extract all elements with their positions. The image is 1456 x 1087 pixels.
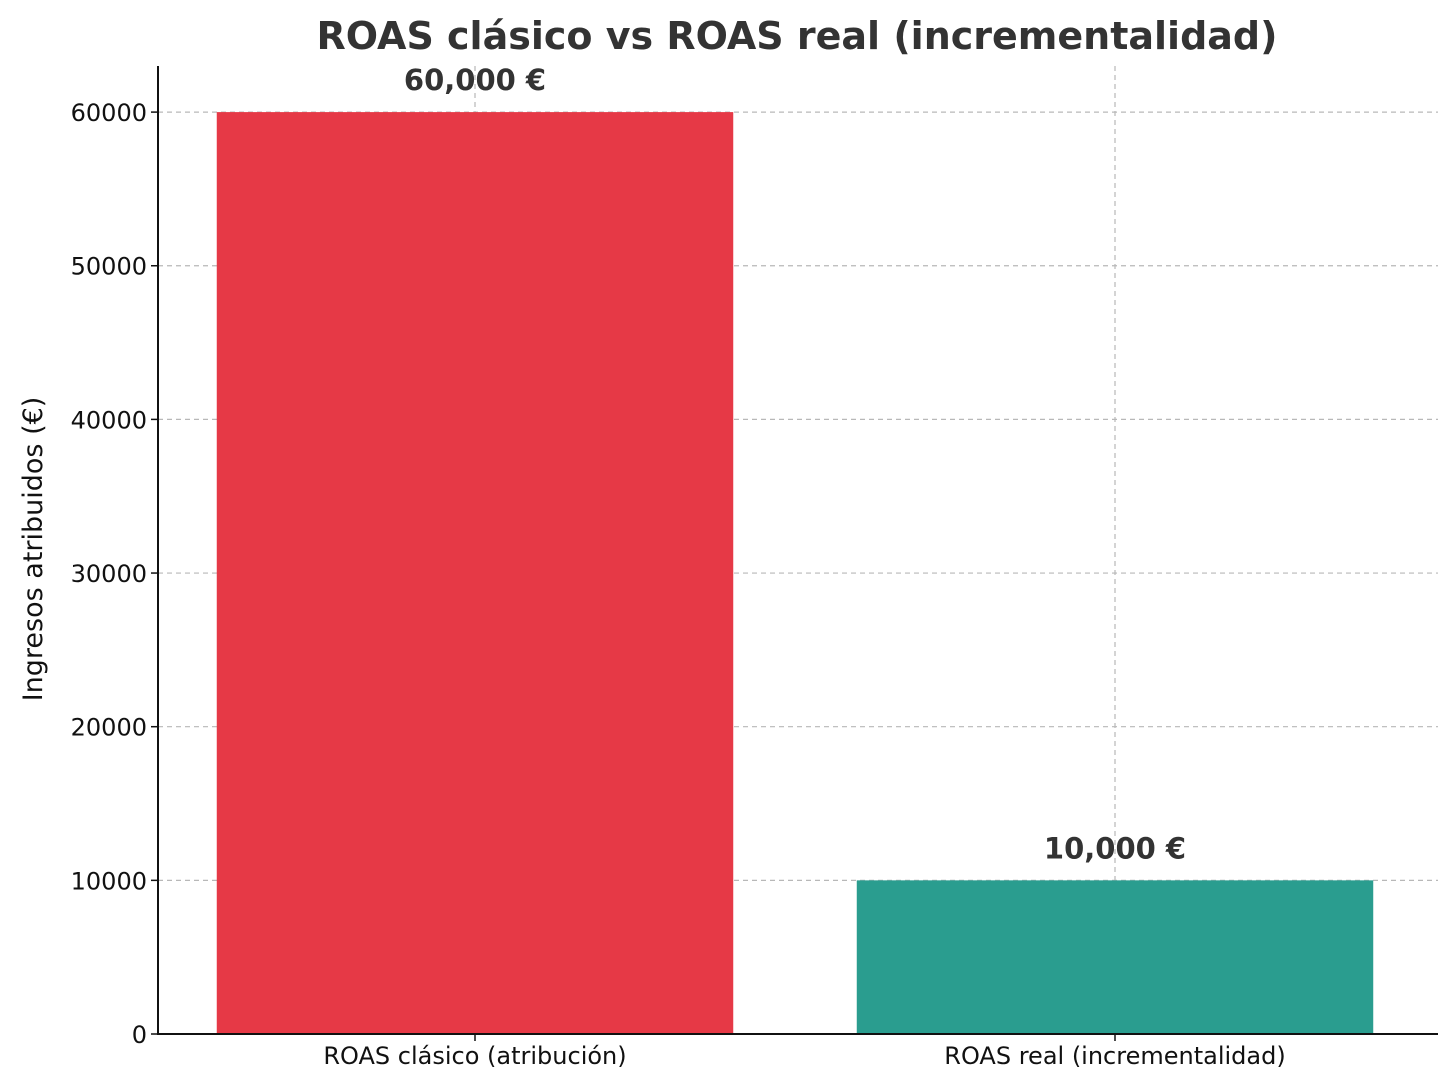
y-tick-label: 30000 <box>71 560 147 588</box>
x-tick-label: ROAS clásico (atribución) <box>323 1042 626 1070</box>
y-tick-label: 40000 <box>71 406 147 434</box>
data-label-1: 60,000 € <box>404 63 546 97</box>
data-label-2: 10,000 € <box>1044 831 1186 865</box>
bar-1 <box>216 112 734 1035</box>
y-tick-label: 20000 <box>71 714 147 742</box>
chart-title: ROAS clásico vs ROAS real (incrementalid… <box>316 14 1277 58</box>
y-tick-label: 50000 <box>71 253 147 281</box>
y-axis-label: Ingresos atribuidos (€) <box>18 397 49 702</box>
y-tick-labels: 0 10000 20000 30000 40000 50000 60000 <box>71 99 158 1049</box>
y-tick-label: 10000 <box>71 867 147 895</box>
bar-2 <box>856 880 1374 1034</box>
x-tick-labels: ROAS clásico (atribución) ROAS real (incr… <box>323 1034 1286 1070</box>
bars <box>216 112 1374 1035</box>
y-tick-label: 0 <box>132 1021 147 1049</box>
x-tick-label: ROAS real (incrementalidad) <box>944 1042 1285 1070</box>
y-tick-label: 60000 <box>71 99 147 127</box>
data-labels: 60,000 € 10,000 € <box>404 63 1186 865</box>
